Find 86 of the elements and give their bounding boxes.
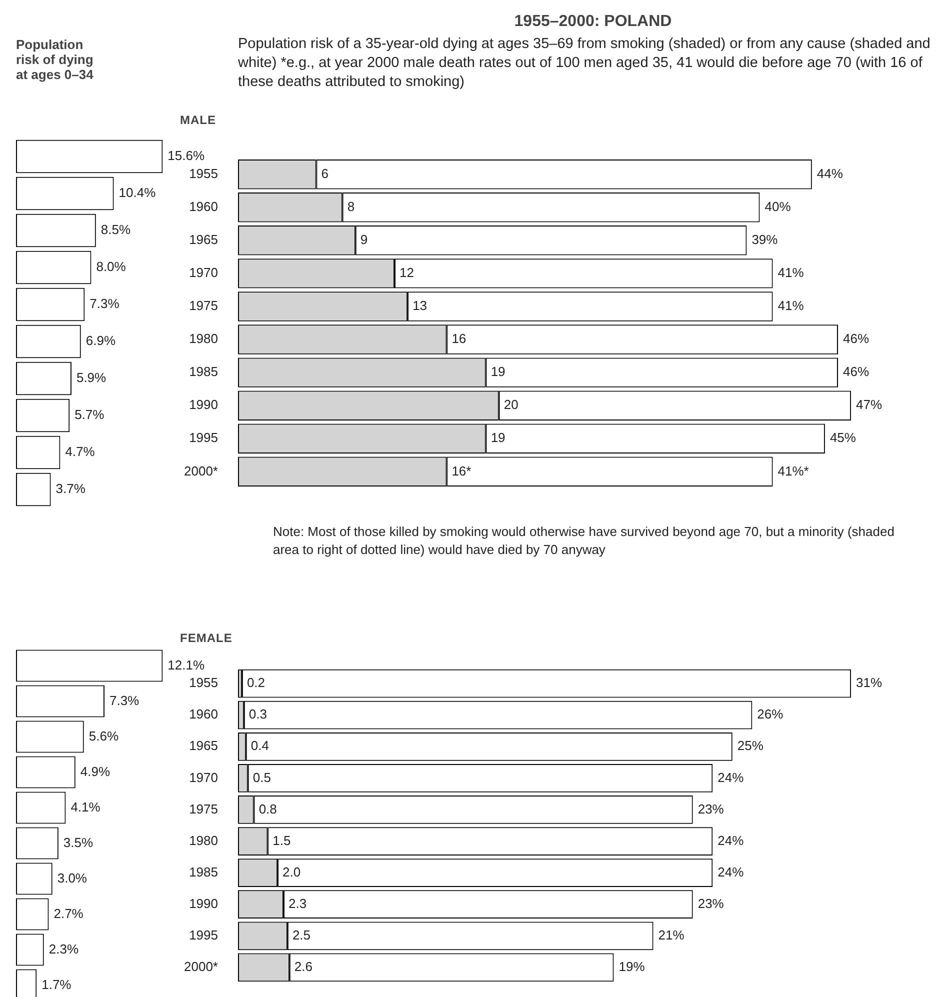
data-label: 3.0%	[57, 870, 88, 886]
total-label: 31%	[856, 675, 883, 690]
data-label: 9	[360, 232, 368, 247]
total-label: 41%	[778, 265, 804, 280]
data-label: 3.7%	[56, 481, 86, 496]
y-tick-label: 1980	[189, 832, 218, 848]
total-label: 41%	[778, 298, 804, 314]
data-label: 6.9%	[86, 333, 116, 348]
data-label: 3.5%	[63, 834, 94, 850]
y-tick-label: 1985	[189, 864, 218, 880]
data-label: 2.6	[294, 959, 312, 974]
y-tick-label: 2000*	[184, 959, 218, 974]
y-tick-label: 1990	[189, 397, 218, 412]
total-label: 46%	[843, 331, 870, 346]
data-label: 2.5	[292, 927, 311, 942]
total-label: 23%	[698, 896, 724, 911]
data-label: 12.1%	[168, 657, 205, 672]
data-label: 13	[412, 298, 428, 314]
data-label: 2.3%	[48, 941, 79, 956]
total-label: 25%	[737, 738, 764, 754]
total-label: 24%	[718, 864, 744, 880]
data-label: 4.1%	[70, 799, 101, 814]
total-label: 47%	[856, 397, 883, 412]
data-label: 12	[400, 265, 414, 280]
data-label: 5.6%	[88, 728, 119, 744]
total-label: 40%	[764, 198, 792, 214]
data-label: 8	[347, 198, 355, 214]
data-label: 16*	[452, 463, 472, 478]
y-tick-label: 1955	[189, 675, 218, 690]
data-label: 0.3	[248, 706, 268, 722]
total-label: 44%	[816, 166, 844, 181]
total-label: 45%	[830, 430, 856, 446]
chart-title: Population risk of dying at ages 0–34	[16, 37, 94, 83]
y-tick-label: 1960	[189, 198, 218, 214]
data-label: 2.7%	[54, 906, 84, 921]
data-label: 10.4%	[118, 185, 156, 200]
data-label: 0.8	[258, 801, 277, 816]
data-label: 4.9%	[80, 764, 110, 779]
data-label: 7.3%	[90, 296, 120, 312]
total-label: 26%	[757, 706, 784, 722]
data-label: 7.3%	[109, 692, 140, 708]
chart-title: 1955–2000: POLAND	[513, 13, 673, 32]
data-label: 1.7%	[42, 976, 72, 992]
data-label: 8.5%	[100, 222, 131, 238]
y-tick-label: 1960	[189, 706, 218, 722]
data-label: 5.9%	[76, 370, 107, 386]
y-tick-label: 1995	[189, 927, 218, 942]
y-axis-title: MALE	[180, 113, 216, 127]
data-label: 5.7%	[74, 407, 105, 422]
y-tick-label: 1965	[189, 738, 218, 754]
total-label: 19%	[618, 959, 646, 974]
total-label: 41%*	[778, 463, 809, 478]
data-label: 0.2	[246, 675, 266, 690]
data-label: 1.5	[272, 832, 291, 848]
text: Note: Most of those killed by smoking would otherwise have survived beyond age 70, but a minority (shaded area to right of dotted line) would have died by 70 anyway	[273, 523, 896, 560]
data-label: 20	[504, 397, 518, 412]
y-tick-label: 1970	[189, 265, 218, 280]
y-tick-label: 1970	[189, 770, 218, 785]
total-label: 21%	[658, 927, 685, 942]
y-tick-label: 1995	[189, 430, 218, 446]
data-label: 19	[490, 430, 506, 446]
total-label: 46%	[843, 364, 870, 380]
data-label: 2.3	[288, 896, 307, 911]
y-tick-label: 1980	[189, 331, 218, 346]
chart-subtitle: Population risk of a 35-year-old dying at ages 35–69 from smoking (shaded) or from any cause (shaded and white) *e.g., at year 2000 male death rates out of 100 men aged 35, 41 would die before age 70 (with 16 of these deaths attributed to smoking)	[238, 35, 932, 92]
data-label: 8.0%	[96, 259, 126, 274]
total-label: 39%	[752, 232, 778, 247]
data-label: 6	[321, 166, 328, 181]
data-label: 16	[452, 331, 466, 346]
y-tick-label: 2000*	[184, 463, 218, 478]
y-tick-label: 1975	[189, 298, 218, 314]
y-tick-label: 1965	[189, 232, 218, 247]
total-label: 24%	[718, 770, 744, 785]
data-label: 0.4	[250, 738, 269, 754]
data-label: 2.0	[282, 864, 301, 880]
total-label: 24%	[718, 832, 744, 848]
y-axis-title: FEMALE	[180, 631, 232, 645]
total-label: 23%	[698, 801, 724, 816]
y-tick-label: 1985	[189, 364, 218, 380]
y-tick-label: 1955	[189, 166, 218, 181]
y-tick-label: 1990	[189, 896, 218, 911]
data-label: 4.7%	[65, 444, 96, 460]
y-tick-label: 1975	[189, 801, 218, 816]
data-label: 15.6%	[168, 148, 205, 164]
data-label: 19	[490, 364, 506, 380]
data-label: 0.5	[252, 770, 271, 785]
